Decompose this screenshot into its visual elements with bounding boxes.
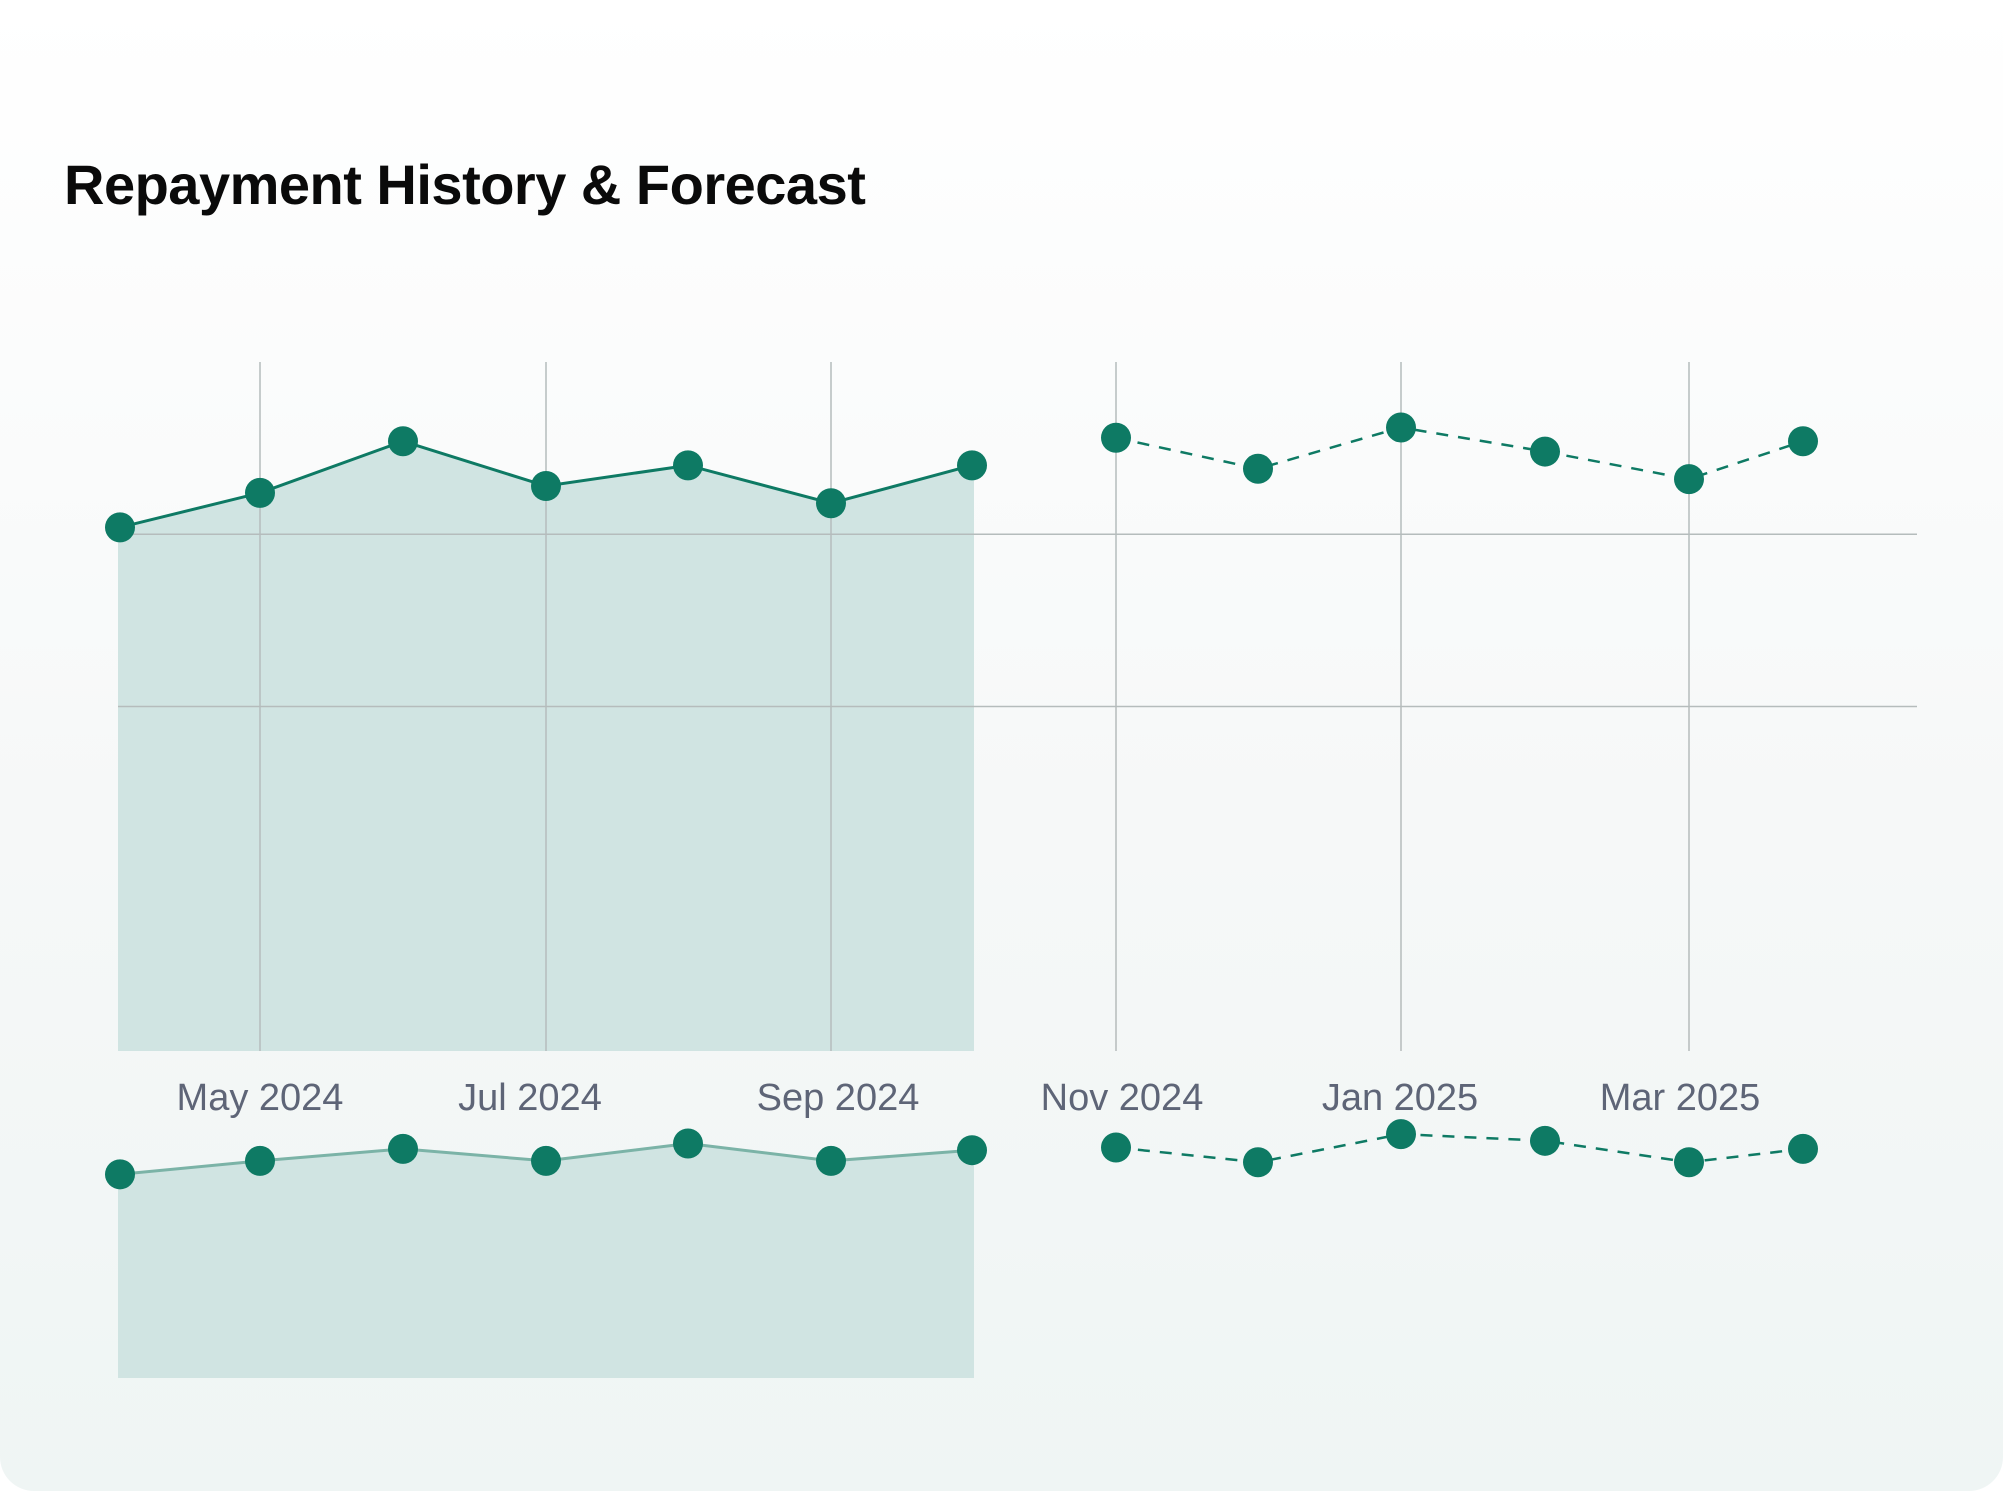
overview-history-point — [388, 1133, 418, 1164]
overview-forecast-point — [1788, 1133, 1818, 1164]
chart-title: Repayment History & Forecast — [64, 153, 866, 216]
x-tick-label: Sep 2024 — [757, 1077, 920, 1119]
x-tick-label: Nov 2024 — [1041, 1077, 1204, 1119]
history-point — [816, 488, 846, 519]
history-point — [531, 471, 561, 502]
history-point — [245, 477, 275, 508]
overview-history-point — [673, 1128, 703, 1159]
history-point — [957, 450, 987, 481]
forecast-line — [1115, 426, 1804, 481]
overview-forecast-line — [1115, 1132, 1804, 1164]
overview-history-point — [245, 1145, 275, 1176]
overview-forecast-point — [1674, 1147, 1704, 1178]
x-tick-label: Mar 2025 — [1600, 1077, 1761, 1119]
history-point — [105, 512, 135, 543]
x-tick-label: Jan 2025 — [1322, 1077, 1478, 1119]
forecast-point — [1101, 422, 1131, 453]
forecast-point — [1788, 426, 1818, 457]
overview-area — [118, 1143, 974, 1378]
x-axis-ticks: May 2024 Jul 2024 Sep 2024 Nov 2024 Jan 2025… — [177, 1077, 1761, 1119]
main-points — [105, 412, 1818, 543]
forecast-point — [1674, 464, 1704, 495]
forecast-point — [1530, 436, 1560, 467]
forecast-point — [1243, 453, 1273, 484]
overview-history-point — [957, 1135, 987, 1166]
overview-area-fill — [118, 1143, 974, 1378]
x-tick-label: Jul 2024 — [458, 1077, 602, 1119]
overview-history-point — [105, 1159, 135, 1190]
forecast-point — [1386, 412, 1416, 443]
overview-history-point — [816, 1145, 846, 1176]
history-point — [673, 450, 703, 481]
overview-forecast-point — [1243, 1147, 1273, 1178]
overview-history-point — [531, 1145, 561, 1176]
gridlines — [118, 362, 1917, 1051]
overview-forecast-point — [1530, 1125, 1560, 1156]
history-point — [388, 426, 418, 457]
overview-forecast-point — [1386, 1119, 1416, 1150]
overview-points — [105, 1119, 1818, 1190]
overview-forecast-point — [1101, 1132, 1131, 1163]
x-tick-label: May 2024 — [177, 1077, 344, 1119]
